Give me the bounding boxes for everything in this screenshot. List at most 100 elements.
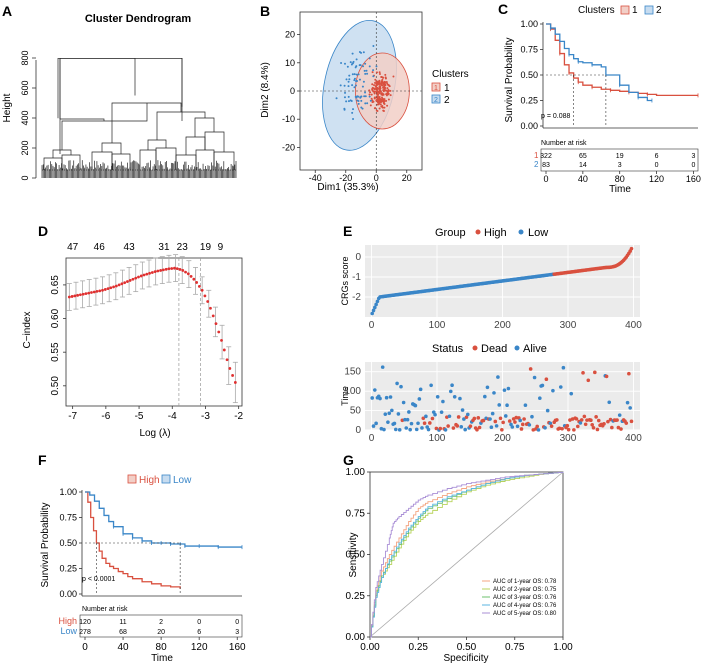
cluster-2-point [366,102,369,105]
status-point-alive [378,396,382,401]
cluster-1-point [373,92,376,95]
cindex-point [164,267,168,271]
panel-g-xtick-label: 0.00 [360,642,380,653]
panel-d-top-label: 46 [94,242,106,253]
cluster-2-point [353,86,356,89]
panel-f-ytick-label: 0.25 [59,564,77,574]
cluster-1-point [379,103,382,106]
cluster-1-point [371,87,374,90]
cindex-point [78,293,82,297]
cluster-2-point [343,62,346,65]
km-plot-risk-groups [85,491,243,594]
status-point-alive [532,375,537,380]
cluster-1-point [383,84,386,87]
cluster-1-point [384,76,387,79]
status-point-alive [397,428,402,432]
status-point-alive [383,412,388,416]
cluster-1-point [376,95,379,98]
status-point-alive [462,417,466,421]
cluster-2-point [347,85,350,88]
cindex-point [73,294,77,298]
dendrogram-branch [111,102,182,143]
panel-e: E Group High Low 0 100 200 300 400 -2 -1 0 CRGs… [340,223,642,444]
status-point-dead [428,421,432,425]
panel-f-ytick-label: 1.00 [59,487,77,497]
risk-value: 83 [542,162,550,169]
cindex-point [92,290,96,294]
cluster-2-point [345,100,348,103]
cluster-1-point [389,94,392,97]
cluster-1-point [376,88,379,91]
legend-dot-alive [514,345,520,351]
panel-a-yticks: 0 200 400 600 800 [20,50,36,181]
cluster-1-point [378,95,381,98]
roc-curve [370,471,564,638]
cluster-1-point [378,92,381,95]
cluster-2-point [368,65,371,68]
panel-b-xtick-label: -20 [339,173,352,183]
status-point-dead [520,422,525,427]
status-point-alive [625,400,630,405]
median-survival-guides [546,74,607,126]
panel-b-ylabel: Dim2 (8.4%) [260,62,271,118]
panel-b-ticks: -40 -20 0 20 -20 -10 0 10 20 [282,30,412,183]
status-point-dead [586,378,591,383]
panel-b-ytick-label: 10 [285,58,295,68]
panel-d-top-labels: 47 46 43 31 23 19 9 [67,242,224,253]
status-point-dead [528,367,533,371]
legend-label-alive: Alive [523,343,547,355]
risk-score-point-low [373,305,377,310]
status-point-dead [619,427,623,431]
cluster-1-point [376,91,379,94]
cindex-point [197,284,201,288]
risk-group-label: 1 [534,151,539,160]
status-point-dead [430,416,435,421]
panel-d-top-label: 31 [158,242,170,253]
risk-value: 3 [691,153,695,160]
risk-value: 120 [79,619,91,626]
status-point-alive [424,414,428,419]
cluster-2-point [347,100,350,103]
status-point-alive [396,412,401,416]
km-curve-low [85,491,242,548]
cluster-1-point [373,90,376,93]
status-point-dead [572,428,576,432]
cindex-point [217,330,221,334]
cindex-point [153,270,157,274]
cluster-2-point [352,60,355,63]
cindex-point [200,288,204,292]
cindex-point [123,281,127,285]
panel-d-xtick-label: -7 [68,411,77,422]
panel-c-xtick-label: 40 [578,174,588,184]
status-point-alive [536,428,541,432]
roc-curves [370,471,564,638]
cluster-1-point [383,80,386,83]
status-point-dead [477,425,482,430]
cindex-point [106,287,110,291]
cluster-2-point [351,73,354,76]
status-point-dead [476,416,481,420]
cluster-2-point [360,106,363,109]
status-point-alive [578,421,583,425]
status-point-dead [514,415,519,420]
cluster-2-point [349,61,352,64]
panel-e-letter: E [343,223,352,239]
risk-group-label: 2 [534,160,539,169]
cindex-point [192,277,196,281]
cluster-2-point [362,80,365,83]
cluster-1-point [383,98,386,101]
dendrogram-branch [147,139,167,150]
status-point-alive [405,417,410,422]
status-point-alive [450,383,454,387]
cindex-point [114,284,118,288]
legend-label-dead: Dead [481,343,507,355]
risk-value: 68 [119,629,127,636]
status-point-alive [373,388,377,392]
cindex-point [117,283,121,287]
risk-score-point-low [370,311,375,316]
status-point-dead [522,417,526,421]
status-point-alive [433,412,437,417]
status-point-dead [583,422,588,427]
risk-value: 11 [119,619,126,626]
status-point-alive [558,385,563,389]
